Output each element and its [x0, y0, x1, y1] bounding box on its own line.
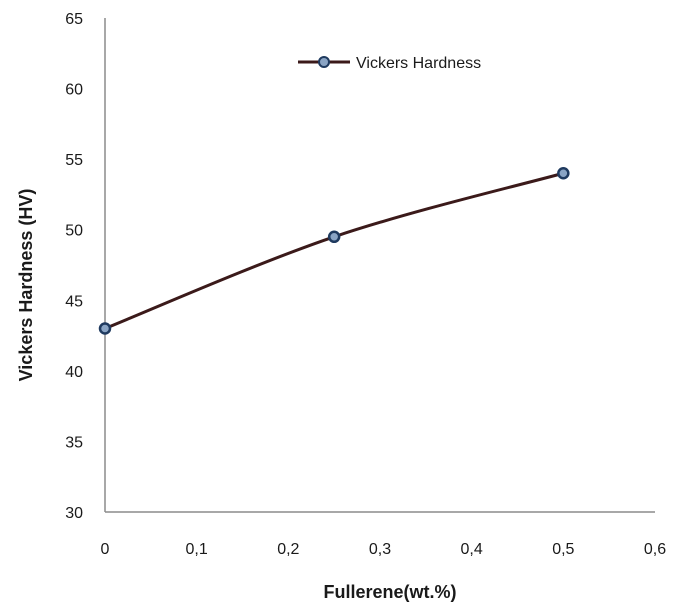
- legend: Vickers Hardness: [298, 55, 481, 72]
- y-tick-label: 55: [65, 152, 83, 169]
- data-point: [327, 230, 341, 244]
- y-tick-label: 40: [65, 364, 83, 381]
- data-point: [557, 167, 570, 180]
- legend-label: Vickers Hardness: [356, 55, 481, 72]
- x-tick-label: 0,4: [461, 541, 483, 558]
- x-tick-labels: 0 0,1 0,2 0,3 0,4 0,5 0,6: [101, 541, 667, 558]
- x-axis-title: Fullerene(wt.%): [323, 582, 456, 602]
- data-point: [98, 322, 112, 335]
- y-tick-label: 35: [65, 434, 83, 451]
- legend-marker: [318, 56, 330, 68]
- series-line: [104, 171, 564, 330]
- y-tick-labels: 30 35 40 45 50 55 60 65: [65, 11, 83, 522]
- y-tick-label: 65: [65, 11, 83, 28]
- y-tick-label: 50: [65, 223, 83, 240]
- x-tick-label: 0: [101, 541, 110, 558]
- y-tick-label: 45: [65, 293, 83, 310]
- y-tick-label: 60: [65, 82, 83, 99]
- x-tick-label: 0,6: [644, 541, 666, 558]
- x-tick-label: 0,5: [552, 541, 574, 558]
- x-tick-label: 0,3: [369, 541, 391, 558]
- x-tick-label: 0,2: [277, 541, 299, 558]
- y-tick-label: 30: [65, 505, 83, 522]
- x-tick-label: 0,1: [186, 541, 208, 558]
- y-axis-title: Vickers Hardness (HV): [16, 189, 36, 382]
- series-layer: [98, 167, 570, 335]
